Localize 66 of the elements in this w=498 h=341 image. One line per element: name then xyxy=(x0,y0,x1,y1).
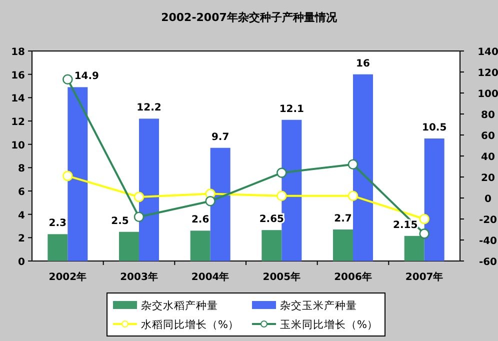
y-tick-label: 4 xyxy=(18,210,26,222)
y2-tick-label: 20 xyxy=(481,173,495,184)
point xyxy=(348,190,358,202)
legend-label: 杂交水稻产种量 xyxy=(141,299,218,312)
data-label: 12.1 xyxy=(279,104,304,115)
y2-tick-label: 80 xyxy=(481,110,495,121)
data-label: 2.5 xyxy=(111,216,129,227)
point xyxy=(419,228,430,239)
data-label: 12.2 xyxy=(136,102,162,114)
point xyxy=(276,190,287,202)
x-tick-label: 2004年 xyxy=(191,271,230,283)
data-label: 2.7 xyxy=(334,214,352,224)
y-tick-label: 10 xyxy=(11,140,26,152)
data-label: 16 xyxy=(356,58,370,70)
x-tick-label: 2003年 xyxy=(120,271,158,283)
bar xyxy=(424,138,444,261)
point xyxy=(134,192,144,202)
y-tick-label: 16 xyxy=(11,70,26,82)
point xyxy=(62,74,73,84)
data-label: 10.5 xyxy=(422,122,447,134)
bar xyxy=(119,232,139,261)
y2-tick-label: -20 xyxy=(478,215,498,226)
point xyxy=(348,159,358,170)
y-tick-label: 18 xyxy=(11,47,26,58)
bar xyxy=(262,230,282,261)
chart-title: 2002-2007年杂交种子产种量情况 xyxy=(161,11,338,24)
y-tick-label: 0 xyxy=(18,257,26,268)
data-label: 2.6 xyxy=(191,214,210,226)
x-tick-label: 2005年 xyxy=(262,271,301,283)
y2-tick-label: -60 xyxy=(478,257,498,268)
y-tick-label: 6 xyxy=(18,187,26,198)
bar xyxy=(353,74,373,261)
y2-tick-label: -40 xyxy=(478,236,498,247)
data-label: 14.9 xyxy=(74,71,100,82)
y-tick-label: 14 xyxy=(11,94,26,105)
y2-tick-label: 0 xyxy=(484,194,492,205)
y-tick-label: 8 xyxy=(18,164,26,175)
legend-label: 杂交玉米产种量 xyxy=(280,299,357,312)
x-tick-label: 2007年 xyxy=(405,271,444,283)
point xyxy=(276,168,287,178)
x-tick-label: 2002年 xyxy=(48,271,87,283)
y-tick-label: 12 xyxy=(11,117,26,128)
legend-label: 玉米同比增长（%） xyxy=(280,318,378,331)
y2-tick-label: 100 xyxy=(478,89,498,100)
y2-tick-label: 40 xyxy=(481,152,495,163)
y-tick-label: 2 xyxy=(18,234,26,245)
point xyxy=(134,212,144,222)
bar xyxy=(190,230,210,261)
data-label: 2.3 xyxy=(48,218,67,230)
bar xyxy=(48,234,68,261)
data-label: 9.7 xyxy=(211,132,230,143)
bar xyxy=(282,120,302,261)
bar xyxy=(139,118,159,261)
point xyxy=(62,170,73,182)
bar xyxy=(68,87,88,261)
y2-tick-label: 120 xyxy=(478,68,498,79)
data-label: 2.15 xyxy=(392,220,418,231)
point xyxy=(205,196,216,206)
bar xyxy=(333,230,353,261)
legend-label: 水稻同比增长（%） xyxy=(141,318,239,331)
bar xyxy=(404,236,424,261)
point xyxy=(419,214,430,224)
x-tick-label: 2006年 xyxy=(334,271,372,283)
y2-tick-label: 60 xyxy=(481,131,495,142)
bar xyxy=(210,148,230,261)
y2-tick-label: 140 xyxy=(478,47,498,58)
